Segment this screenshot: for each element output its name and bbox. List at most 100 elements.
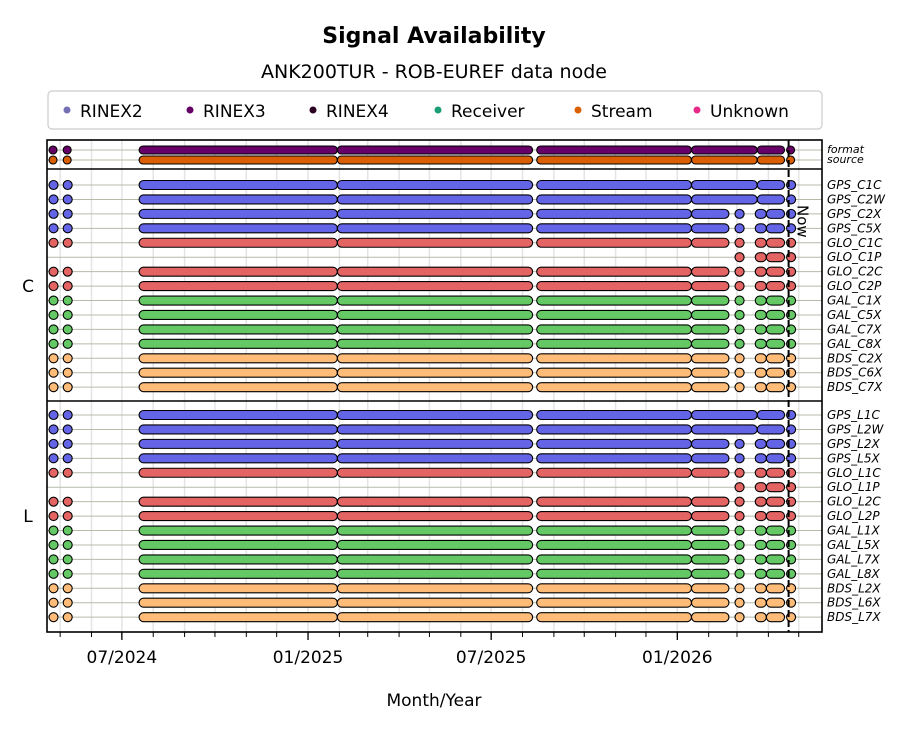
availability-segment [62,179,73,191]
availability-segment [690,612,730,623]
row-label: GLO_C2P [827,279,882,293]
availability-segment [62,295,73,306]
availability-segment [756,155,786,165]
availability-segment [138,208,338,219]
availability-segment [62,424,73,435]
availability-segment [765,612,786,623]
availability-segment [734,252,745,263]
availability-segment [336,539,534,551]
availability-segment [48,309,59,321]
availability-segment [138,338,338,349]
legend-marker [574,106,582,114]
x-axis-label: Month/Year [386,691,481,711]
availability-segment [536,367,693,378]
availability-segment [62,539,73,551]
availability-segment [336,353,534,364]
availability-segment [48,568,59,579]
legend-marker [186,106,194,114]
availability-segment [754,208,767,219]
availability-segment [48,295,59,306]
availability-segment [765,324,786,335]
availability-segment [48,467,59,478]
availability-segment [62,353,73,364]
availability-segment [734,597,745,608]
availability-segment [48,438,59,449]
availability-segment [754,324,767,335]
availability-segment [536,324,693,335]
availability-segment [62,496,73,507]
chart-title: Signal Availability [322,24,545,49]
row-label: GAL_L8X [827,567,881,581]
availability-segment [48,539,59,551]
availability-segment [536,424,693,435]
x-tick-label: 07/2024 [87,648,158,668]
availability-segment [690,223,730,234]
availability-segment [765,338,786,349]
availability-segment [536,353,693,364]
availability-segment [536,525,693,536]
availability-segment [536,539,693,551]
availability-segment [138,266,338,277]
availability-segment [48,453,59,464]
availability-segment [690,367,730,378]
legend-label: Stream [591,102,653,122]
availability-segment [765,281,786,292]
availability-segment [336,453,534,464]
availability-segment [48,597,59,608]
availability-segment [48,324,59,335]
availability-segment [48,511,59,522]
availability-segment [754,382,767,393]
availability-segment [536,554,693,565]
availability-segment [336,324,534,335]
availability-segment [734,583,745,594]
availability-segment [62,511,73,522]
availability-segment [48,281,59,292]
availability-segment [138,194,338,205]
availability-segment [754,482,767,493]
availability-segment [536,281,693,292]
availability-segment [62,223,73,234]
availability-segment [336,612,534,623]
availability-segment [754,597,767,608]
row-label: GAL_C7X [827,322,882,336]
availability-segment [62,382,73,393]
availability-segment [336,266,534,277]
availability-segment [690,179,758,191]
availability-segment [62,612,73,623]
row-label: GPS_C2W [827,192,886,206]
availability-segment [336,496,534,507]
availability-segment [62,438,73,449]
availability-segment [336,367,534,378]
availability-segment [138,612,338,623]
availability-segment [138,424,338,435]
availability-segment [336,467,534,478]
availability-segment [48,266,59,277]
availability-segment [536,223,693,234]
availability-segment [754,252,767,263]
availability-segment [138,382,338,393]
availability-segment [336,145,534,155]
availability-segment [336,583,534,594]
availability-segment [138,179,338,191]
availability-segment [765,496,786,507]
availability-segment [62,409,73,421]
availability-segment [754,554,767,565]
availability-segment [138,155,338,165]
row-label: BDS_C2X [827,351,883,365]
availability-segment [138,583,338,594]
availability-segment [336,338,534,349]
availability-segment [138,597,338,608]
availability-segment [336,438,534,449]
availability-segment [690,295,730,306]
availability-segment [138,453,338,464]
availability-segment [734,525,745,536]
legend-label: Receiver [451,102,525,122]
legend-marker [434,106,442,114]
availability-segment [48,353,59,364]
availability-segment [734,309,745,321]
availability-segment [734,281,745,292]
availability-segment [690,309,730,321]
availability-segment [734,295,745,306]
availability-segment [536,208,693,219]
